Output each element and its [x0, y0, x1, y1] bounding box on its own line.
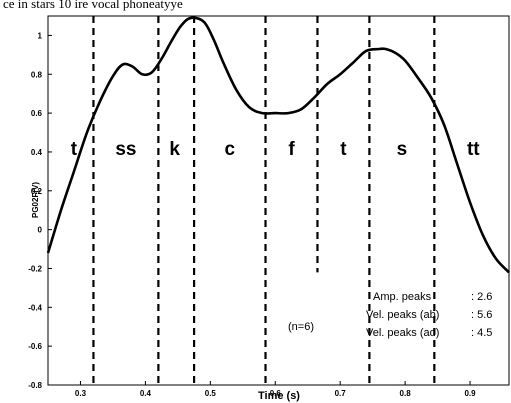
phase-label: c [225, 139, 236, 160]
x-tick-label: 0.7 [335, 389, 347, 398]
phase-label: t [340, 139, 347, 160]
y-tick-label: 1 [38, 31, 43, 40]
count-annotation: (n=6) [288, 321, 314, 333]
partial-header-text: ce in stars 10 ire vocal phoneatyye [3, 0, 183, 11]
y-tick-label: 0.2 [31, 187, 43, 196]
x-tick-label: 0.3 [75, 389, 87, 398]
plot-area [47, 15, 510, 386]
stat-value: : 2.6 [471, 291, 492, 303]
y-tick-label: -0.4 [28, 303, 42, 312]
y-axis: 1 0.8 0.6 0.4 0.2 0 -0.2 -0.4 -0.6 -0.8 [28, 31, 52, 390]
y-axis-label: PG02F(V) [31, 182, 40, 218]
stats-annotation: Amp. peaks : 2.6 Vel. peaks (ab) : 5.6 V… [366, 291, 492, 339]
phase-label: s [397, 139, 408, 160]
phase-label: tt [467, 139, 480, 160]
stat-label: Vel. peaks (ad) [366, 327, 439, 339]
x-axis-label: Time (s) [258, 390, 300, 402]
series-group [46, 16, 510, 274]
phase-label: k [169, 139, 180, 160]
y-tick-label: 0.4 [31, 148, 43, 157]
y-tick-label: -0.2 [28, 264, 42, 273]
phase-labels: t ss k c f t s tt [71, 139, 480, 160]
phase-label: f [288, 139, 295, 160]
x-tick-label: 0.5 [205, 389, 217, 398]
stat-label: Vel. peaks (ab) [366, 309, 439, 321]
stat-value: : 5.6 [471, 309, 492, 321]
plot-frame [47, 15, 510, 386]
segment-boundaries [92, 16, 436, 385]
x-tick-label: 0.6 [270, 389, 282, 398]
y-tick-label: 0.6 [31, 109, 43, 118]
y-tick-label: 0.8 [31, 70, 43, 79]
stat-label: Amp. peaks [373, 291, 432, 303]
x-tick-label: 0.4 [140, 389, 152, 398]
y-tick-label: -0.8 [28, 381, 42, 390]
phase-label: t [71, 139, 78, 160]
x-tick-label: 0.9 [464, 389, 476, 398]
series-line [46, 16, 510, 274]
stat-value: : 4.5 [471, 327, 492, 339]
x-tick-label: 0.8 [400, 389, 412, 398]
y-tick-label: -0.6 [28, 342, 42, 351]
phase-label: ss [115, 139, 136, 160]
x-axis: 0.3 0.4 0.5 0.6 0.7 0.8 0.9 [75, 381, 476, 398]
y-tick-label: 0 [38, 226, 43, 235]
